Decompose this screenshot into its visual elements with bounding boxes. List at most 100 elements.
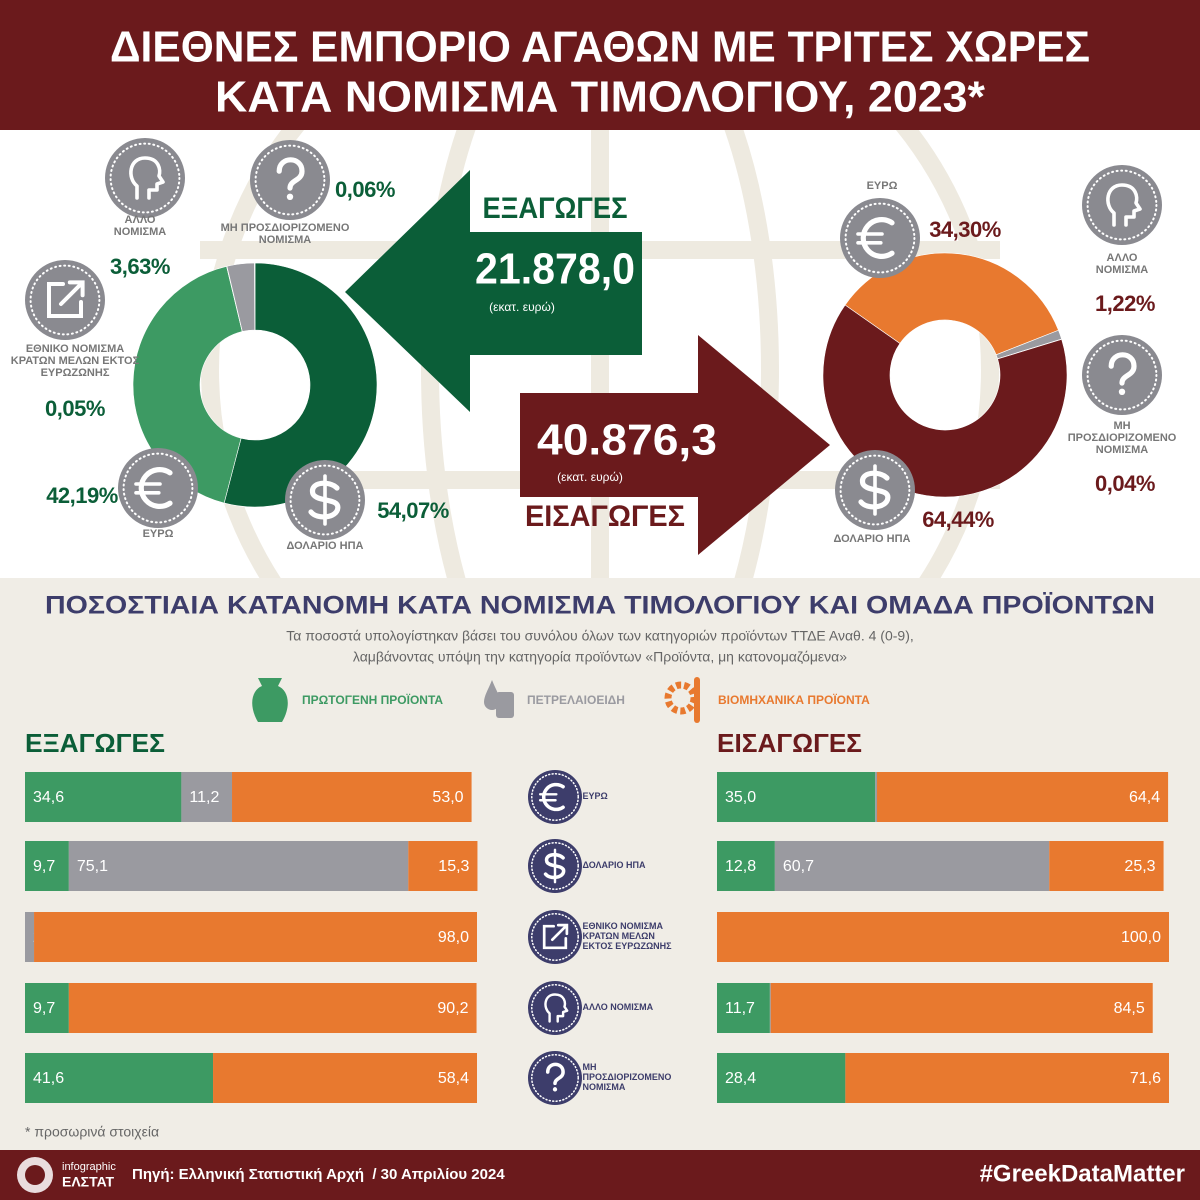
icon (528, 1051, 582, 1105)
bar-label: 58,4 (438, 1070, 469, 1087)
bar-label: 11,7 (725, 1000, 755, 1017)
bar-segment (25, 841, 69, 891)
icon-symbol (59, 280, 85, 306)
icon-symbol (542, 782, 565, 812)
category-label: ΕΥΡΩ (866, 180, 898, 192)
bar-label: 90,2 (437, 1000, 468, 1017)
flow-total: 40.876,3 (537, 416, 717, 465)
category-label: ΕΘΝΙΚΟ ΝΟΜΙΣΜΑ ΚΡΑΤΩΝ ΜΕΛΩΝ ΕΚΤΟΣ ΕΥΡΩΖΩ… (10, 343, 140, 380)
legend-icon (496, 692, 514, 718)
category-label: ΔΟΛΑΡΙΟ ΗΠΑ (833, 533, 911, 545)
logo (25, 1165, 45, 1185)
value-label: 0,06% (335, 177, 395, 202)
category-label: ΜΗ ΠΡΟΣΔΙΟΡΙΖΟΜΕΝΟ ΝΟΜΙΣΜΑ (582, 1062, 672, 1092)
category-label: ΕΘΝΙΚΟ ΝΟΜΙΣΜΑ ΚΡΑΤΩΝ ΜΕΛΩΝ ΕΚΤΟΣ ΕΥΡΩΖΩ… (582, 921, 672, 951)
value-label: 3,63% (110, 254, 170, 279)
icon-symbol (552, 1087, 558, 1092)
bar-segment (1049, 841, 1164, 891)
section-subtitle: λαμβάνοντας υπόψη την κατηγορία προϊόντω… (353, 649, 847, 665)
icon-symbol (856, 232, 884, 245)
footer-band (0, 1150, 1200, 1200)
icon-symbol (544, 993, 569, 1023)
section-title: ΠΟΣΟΣΤΙΑΙΑ ΚΑΤΑΝΟΜΗ ΚΑΤΑ ΝΟΜΙΣΜΑ ΤΙΜΟΛΟΓ… (45, 592, 1155, 620)
value-label: 34,30% (929, 217, 1001, 242)
flow-total: 21.878,0 (475, 245, 635, 294)
icon-symbol (550, 923, 569, 942)
bar-segment (68, 841, 409, 891)
category-label: ΕΥΡΩ (582, 791, 608, 801)
value-label: 0,05% (45, 396, 105, 421)
icon-symbol (138, 467, 173, 509)
bar-label: 15,3 (438, 858, 469, 875)
icon-symbol (276, 157, 305, 191)
bar-label: 53,0 (432, 789, 463, 806)
legend-label: ΠΕΤΡΕΛΑΙΟΕΙΔΗ (527, 693, 625, 707)
bar-label: 64,4 (1129, 789, 1160, 806)
icon-ring (531, 913, 579, 961)
icon-symbol (1118, 388, 1126, 395)
bar-label: 12,8 (725, 858, 756, 875)
bar-segment (408, 841, 478, 891)
donut-slice (223, 262, 378, 508)
icon-symbol (542, 924, 568, 950)
icon-ring (839, 454, 911, 526)
bar-segment (769, 983, 771, 1033)
icon-ring (1086, 169, 1158, 241)
hashtag: #GreekDataMatter (980, 1160, 1185, 1187)
icon-symbol (545, 1062, 565, 1086)
icon-symbol (129, 156, 165, 200)
icon-ring (1086, 339, 1158, 411)
icon-ring (289, 464, 361, 536)
icon (250, 140, 330, 220)
icon-ring (29, 264, 101, 336)
bar-segment (717, 983, 770, 1033)
icon (118, 448, 198, 528)
icon-ring (254, 144, 326, 216)
icon-symbol (1108, 352, 1137, 386)
bar-label: 9,7 (33, 858, 55, 875)
export-arrow (345, 170, 642, 412)
import-arrow (520, 335, 830, 555)
icon-ring (531, 773, 579, 821)
category-label: ΑΛΛΟ ΝΟΜΙΣΜΑ (582, 1002, 654, 1012)
brand: ΕΛΣΤΑΤ (62, 1174, 115, 1190)
bar-segment (774, 841, 1050, 891)
icon (840, 198, 920, 278)
category-label: ΔΟΛΑΡΙΟ ΗΠΑ (582, 860, 646, 870)
icon-symbol (286, 193, 294, 200)
flow-unit: (εκατ. ευρώ) (557, 470, 623, 484)
legend-icon (252, 678, 288, 722)
bar-label: 9,7 (33, 1000, 55, 1017)
bar-segment (25, 983, 69, 1033)
bar-label: 28,4 (725, 1070, 756, 1087)
flow-label: ΕΞΑΓΩΓΕΣ (483, 192, 628, 225)
value-label: 42,19% (46, 483, 118, 508)
icon-ring (531, 842, 579, 890)
icon-symbol (134, 482, 162, 495)
bar-segment (213, 1053, 478, 1103)
bar-label: 98,0 (438, 929, 469, 946)
category-label: ΜΗ ΠΡΟΣΔΙΟΡΙΖΟΜΕΝΟ ΝΟΜΙΣΜΑ (1067, 420, 1177, 457)
bar-segment (68, 983, 477, 1033)
bar-segment (232, 772, 472, 822)
category-label: ΜΗ ΠΡΟΣΔΙΟΡΙΖΟΜΕΝΟ ΝΟΜΙΣΜΑ (220, 222, 350, 247)
bar-label: 100,0 (1121, 929, 1161, 946)
bar-segment (717, 772, 876, 822)
icon-ring (531, 1054, 579, 1102)
footnote: * προσωρινά στοιχεία (25, 1124, 159, 1140)
bar-label: 84,5 (1114, 1000, 1145, 1017)
icon-symbol (538, 793, 558, 802)
title-line: ΔΙΕΘΝΕΣ ΕΜΠΟΡΙΟ ΑΓΑΘΩΝ ΜΕ ΤΡΙΤΕΣ ΧΩΡΕΣ (110, 23, 1090, 72)
brand: infographic (62, 1161, 116, 1173)
icon-ring (122, 452, 194, 524)
category-label: ΕΥΡΩ (142, 528, 174, 540)
bar-segment (34, 912, 477, 962)
bar-segment (770, 983, 1153, 1033)
value-label: 1,22% (1095, 291, 1155, 316)
icon-symbol (1106, 183, 1142, 227)
category-label: ΔΟΛΑΡΙΟ ΗΠΑ (286, 540, 364, 552)
flow-label: ΕΙΣΑΓΩΓΕΣ (525, 500, 685, 533)
panel-title: ΕΙΣΑΓΩΓΕΣ (717, 728, 862, 758)
icon-ring (109, 142, 181, 214)
